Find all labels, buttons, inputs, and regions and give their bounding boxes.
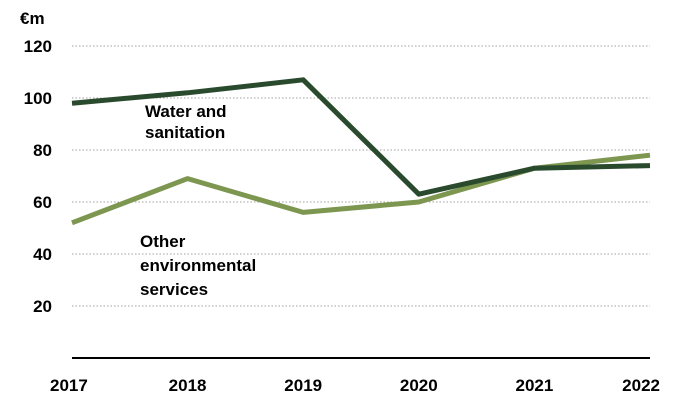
annotation-line: sanitation (145, 123, 225, 142)
x-tick-label: 2019 (284, 376, 322, 395)
y-tick-label: 20 (33, 297, 52, 316)
series-lines (71, 77, 651, 226)
series-annotations: Water and sanitation Other environmental ser… (140, 102, 256, 299)
series-line-0 (71, 77, 651, 197)
x-axis-ticks: 2017 2018 2019 2020 2021 2022 (50, 376, 660, 395)
y-tick-label: 80 (33, 141, 52, 160)
y-axis-unit-label: €m (20, 9, 45, 28)
x-tick-label: 2018 (169, 376, 207, 395)
x-tick-label: 2020 (400, 376, 438, 395)
x-tick-label: 2022 (622, 376, 660, 395)
y-tick-label: 60 (33, 193, 52, 212)
x-tick-label: 2017 (50, 376, 88, 395)
annotation-line: services (140, 280, 208, 299)
x-tick-label: 2021 (515, 376, 553, 395)
y-tick-label: 120 (24, 37, 52, 56)
y-tick-label: 100 (24, 89, 52, 108)
y-tick-label: 40 (33, 245, 52, 264)
annotation-line: Other (140, 232, 186, 251)
y-axis-ticks: 20 40 60 80 100 120 (24, 37, 52, 316)
annotation-line: Water and (145, 102, 227, 121)
annotation-line: environmental (140, 256, 256, 275)
